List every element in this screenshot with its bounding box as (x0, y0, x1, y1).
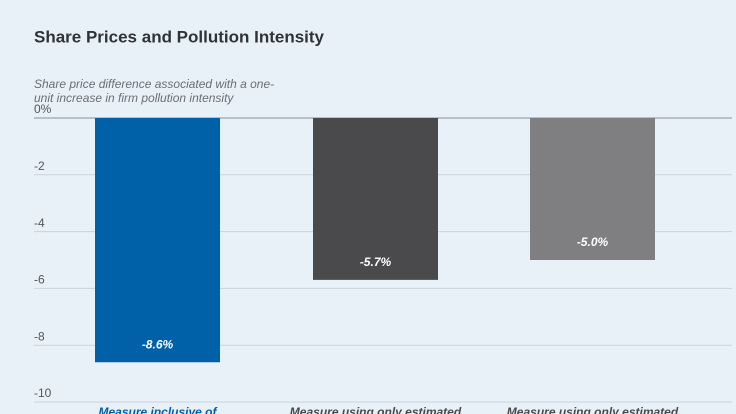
y-tick-label: -4 (34, 216, 45, 230)
x-tick-label: Measure inclusive of (98, 405, 217, 414)
bar (95, 118, 220, 363)
y-tick-label: -8 (34, 329, 45, 343)
value-label: -5.7% (360, 255, 392, 269)
chart-title: Share Prices and Pollution Intensity (34, 27, 325, 46)
y-axis-label: Share price difference associated with a… (34, 77, 275, 105)
y-tick-label: -10 (34, 386, 52, 400)
y-tick-label: -2 (34, 159, 45, 173)
bar (313, 118, 438, 280)
x-tick-label: Measure using only estimated (507, 405, 679, 414)
y-tick-label: 0% (34, 102, 52, 116)
bar (530, 118, 655, 260)
value-label: -8.6% (142, 337, 174, 351)
x-tick-label: Measure using only estimated (290, 405, 462, 414)
y-tick-label: -6 (34, 273, 45, 287)
value-label: -5.0% (577, 235, 609, 249)
